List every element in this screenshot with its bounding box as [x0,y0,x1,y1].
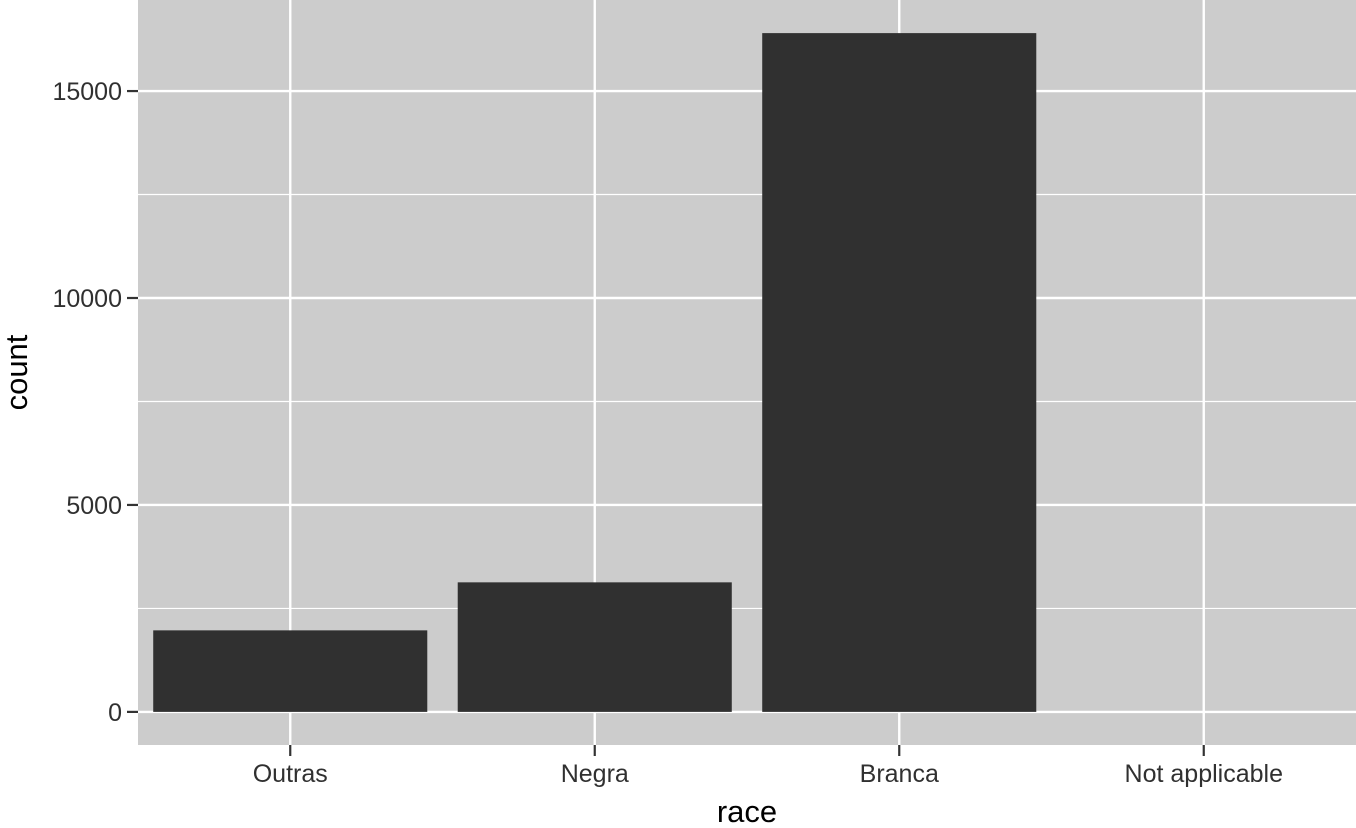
y-tick-label: 10000 [52,285,122,313]
x-tick-label: Negra [561,760,629,788]
minor-gridlines [138,193,1356,610]
plot-panel [138,0,1356,745]
y-tick-label: 15000 [52,78,122,106]
y-tick-label: 0 [108,699,122,727]
x-axis-title: race [717,794,777,828]
y-axis: 0 5000 10000 15000 [52,78,138,727]
bar-branca [762,33,1037,712]
x-tick-label: Branca [860,760,939,788]
bar-negra [457,582,732,712]
y-tick-label: 5000 [66,492,122,520]
x-tick-label: Outras [253,760,328,788]
x-axis: Outras Negra Branca Not applicable [253,745,1283,788]
bars [153,33,1037,712]
y-axis-title: count [0,334,34,410]
bar-outras [153,630,428,712]
x-tick-label: Not applicable [1125,760,1283,788]
